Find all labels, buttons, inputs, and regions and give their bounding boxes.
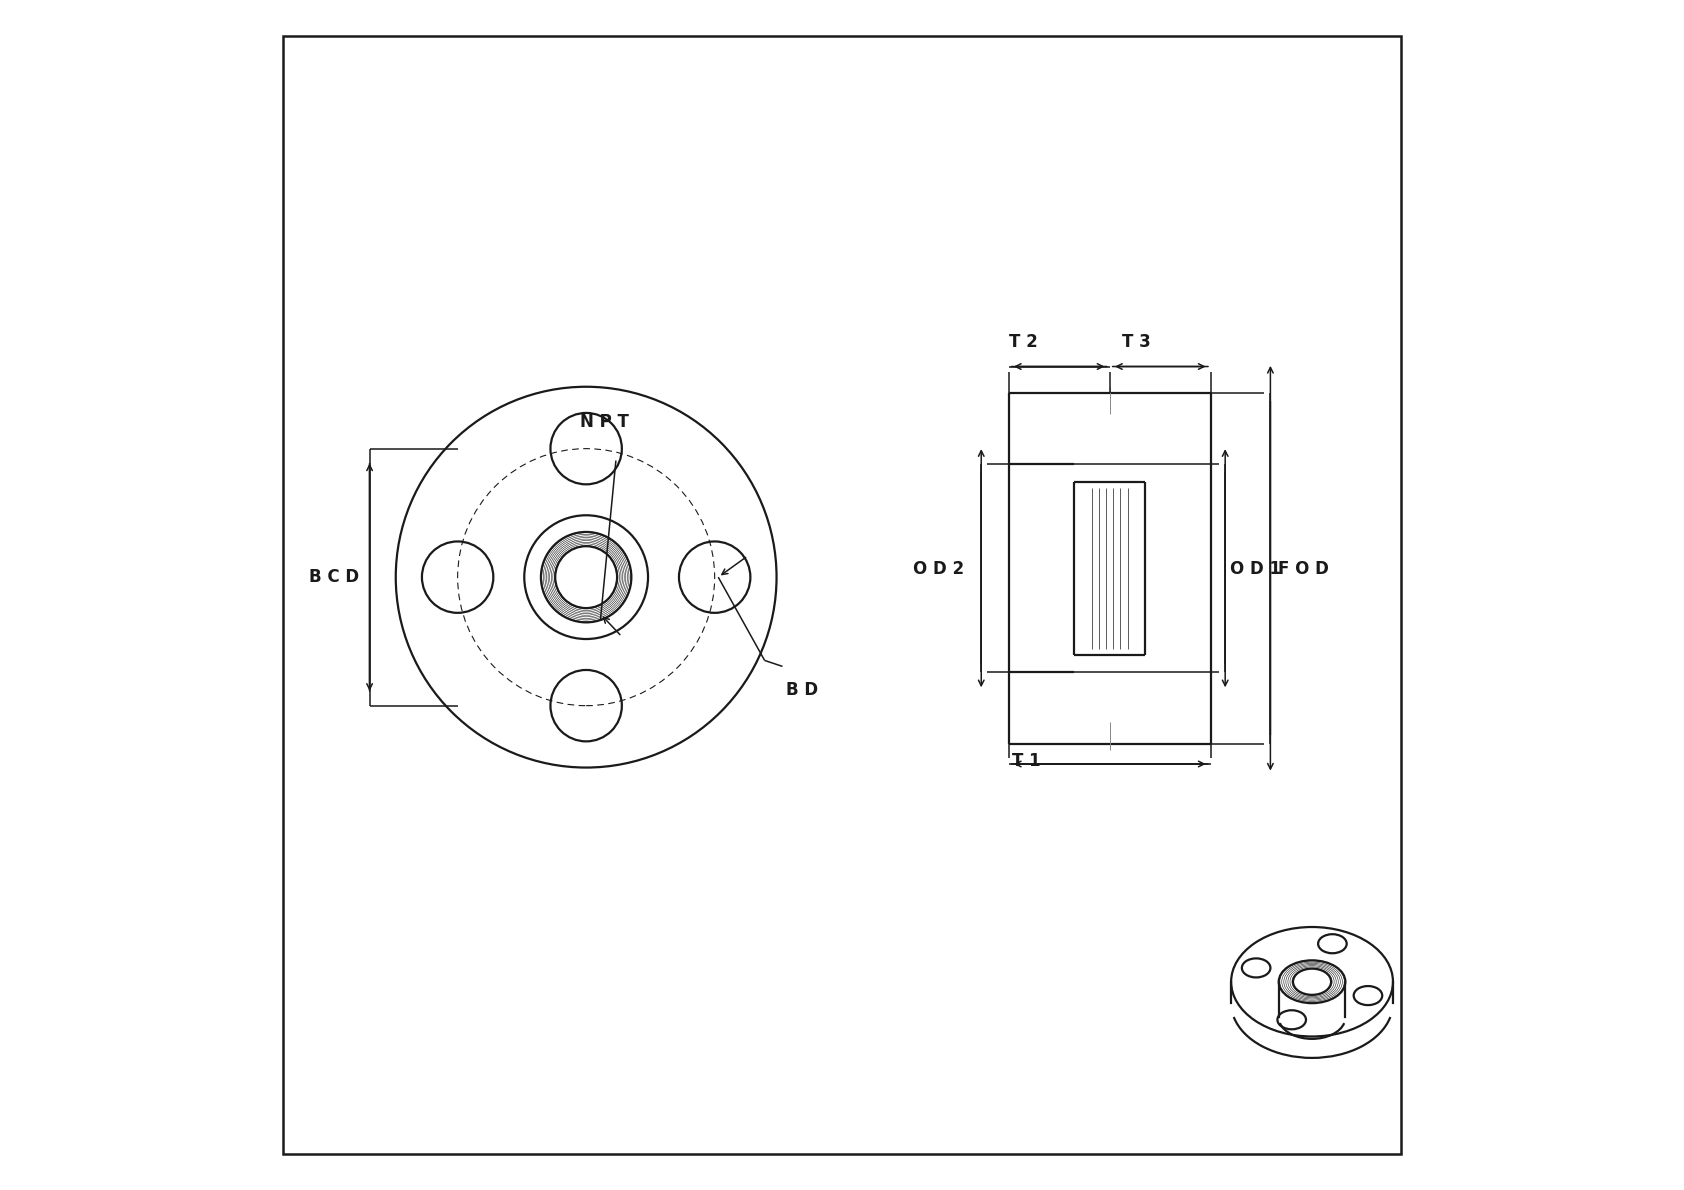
Text: B D: B D <box>786 681 818 699</box>
Text: O D 1: O D 1 <box>1229 559 1282 578</box>
Text: F O D: F O D <box>1278 559 1329 578</box>
Text: O D 2: O D 2 <box>913 559 965 578</box>
Text: B C D: B C D <box>308 568 359 587</box>
Text: T 2: T 2 <box>1009 333 1037 351</box>
Text: T 3: T 3 <box>1122 333 1150 351</box>
Text: T 1: T 1 <box>1012 752 1041 770</box>
Text: N P T: N P T <box>579 413 628 432</box>
